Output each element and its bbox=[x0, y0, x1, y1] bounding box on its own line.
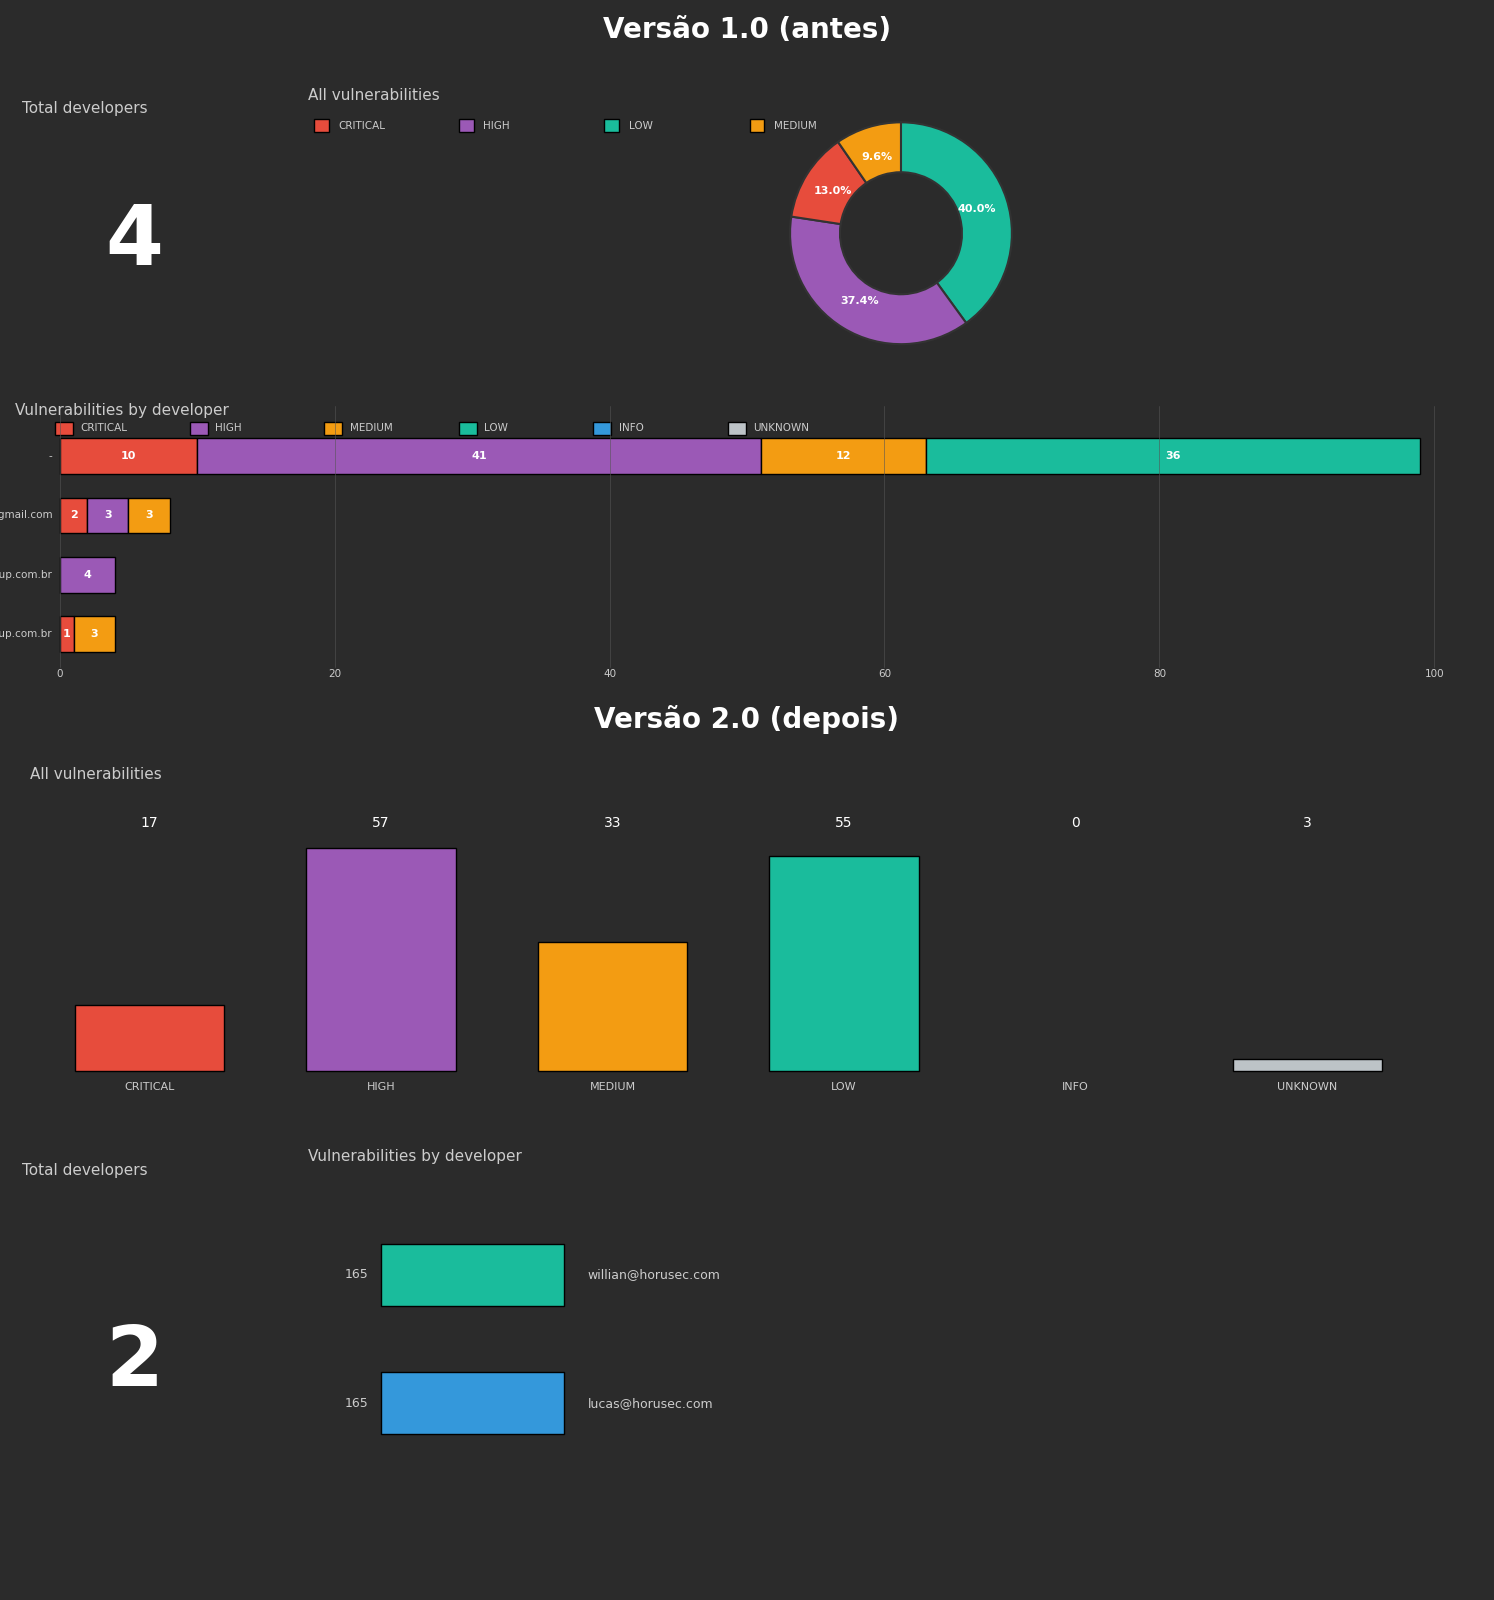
FancyBboxPatch shape bbox=[324, 422, 342, 435]
Text: HIGH: HIGH bbox=[215, 422, 242, 434]
Text: lucas@horusec.com: lucas@horusec.com bbox=[587, 1397, 714, 1410]
Text: All vulnerabilities: All vulnerabilities bbox=[308, 88, 439, 102]
FancyBboxPatch shape bbox=[73, 616, 115, 651]
Text: 33: 33 bbox=[604, 816, 622, 830]
Text: 17: 17 bbox=[140, 816, 158, 830]
Text: LOW: LOW bbox=[831, 1082, 858, 1093]
FancyBboxPatch shape bbox=[1233, 1059, 1382, 1070]
Text: INFO: INFO bbox=[1062, 1082, 1089, 1093]
Text: 1: 1 bbox=[63, 629, 70, 638]
Text: MEDIUM: MEDIUM bbox=[350, 422, 393, 434]
Text: 100: 100 bbox=[1424, 669, 1445, 678]
Text: Versão 1.0 (antes): Versão 1.0 (antes) bbox=[604, 16, 890, 43]
FancyBboxPatch shape bbox=[769, 856, 919, 1070]
FancyBboxPatch shape bbox=[128, 498, 170, 533]
Text: 0: 0 bbox=[57, 669, 63, 678]
Text: 60: 60 bbox=[878, 669, 890, 678]
Text: 20: 20 bbox=[329, 669, 341, 678]
Text: MEDIUM: MEDIUM bbox=[590, 1082, 635, 1093]
FancyBboxPatch shape bbox=[75, 1005, 224, 1070]
Text: 10: 10 bbox=[121, 451, 136, 461]
FancyBboxPatch shape bbox=[60, 498, 87, 533]
Text: -: - bbox=[48, 451, 52, 461]
Text: MEDIUM: MEDIUM bbox=[774, 120, 817, 131]
Text: 57: 57 bbox=[372, 816, 390, 830]
Text: CRITICAL: CRITICAL bbox=[338, 120, 385, 131]
Text: willian@zup.com.br: willian@zup.com.br bbox=[0, 629, 52, 638]
Text: 165: 165 bbox=[345, 1397, 369, 1410]
FancyBboxPatch shape bbox=[381, 1373, 563, 1434]
Text: 41: 41 bbox=[471, 451, 487, 461]
Text: 2: 2 bbox=[70, 510, 78, 520]
FancyBboxPatch shape bbox=[593, 422, 611, 435]
Text: 3: 3 bbox=[105, 510, 112, 520]
Text: 12: 12 bbox=[835, 451, 852, 461]
FancyBboxPatch shape bbox=[459, 118, 474, 133]
Text: UNKNOWN: UNKNOWN bbox=[1277, 1082, 1337, 1093]
Text: willian@horusec.com: willian@horusec.com bbox=[587, 1269, 720, 1282]
Text: INFO: INFO bbox=[619, 422, 644, 434]
Text: 3: 3 bbox=[145, 510, 152, 520]
Text: 165: 165 bbox=[345, 1269, 369, 1282]
Text: nathan@zup.com.br: nathan@zup.com.br bbox=[0, 570, 52, 579]
Text: HIGH: HIGH bbox=[484, 120, 509, 131]
Text: 3: 3 bbox=[90, 629, 99, 638]
FancyBboxPatch shape bbox=[459, 422, 477, 435]
Text: All vulnerabilities: All vulnerabilities bbox=[30, 766, 161, 782]
FancyBboxPatch shape bbox=[55, 422, 73, 435]
Text: 3: 3 bbox=[1303, 816, 1312, 830]
FancyBboxPatch shape bbox=[314, 118, 329, 133]
FancyBboxPatch shape bbox=[197, 438, 760, 474]
FancyBboxPatch shape bbox=[605, 118, 619, 133]
FancyBboxPatch shape bbox=[381, 1245, 563, 1306]
Text: HIGH: HIGH bbox=[366, 1082, 396, 1093]
Text: 0: 0 bbox=[1071, 816, 1080, 830]
Text: CRITICAL: CRITICAL bbox=[124, 1082, 175, 1093]
Text: LOW: LOW bbox=[629, 120, 653, 131]
FancyBboxPatch shape bbox=[306, 848, 456, 1070]
Text: 36: 36 bbox=[1165, 451, 1180, 461]
Text: 55: 55 bbox=[835, 816, 853, 830]
Text: 2: 2 bbox=[106, 1322, 163, 1403]
Text: 4: 4 bbox=[84, 570, 91, 579]
Text: Versão 2.0 (depois): Versão 2.0 (depois) bbox=[595, 706, 899, 734]
Text: UNKNOWN: UNKNOWN bbox=[753, 422, 808, 434]
FancyBboxPatch shape bbox=[60, 616, 73, 651]
FancyBboxPatch shape bbox=[60, 557, 115, 592]
Text: Vulnerabilities by developer: Vulnerabilities by developer bbox=[15, 403, 229, 418]
FancyBboxPatch shape bbox=[538, 942, 687, 1070]
FancyBboxPatch shape bbox=[60, 438, 197, 474]
Text: LOW: LOW bbox=[484, 422, 508, 434]
Text: CRITICAL: CRITICAL bbox=[81, 422, 127, 434]
FancyBboxPatch shape bbox=[760, 438, 926, 474]
Text: 80: 80 bbox=[1153, 669, 1165, 678]
Text: Total developers: Total developers bbox=[21, 1163, 146, 1179]
Text: 4: 4 bbox=[106, 202, 163, 282]
Text: lucasbrunoferreira@gmail.com: lucasbrunoferreira@gmail.com bbox=[0, 510, 52, 520]
FancyBboxPatch shape bbox=[926, 438, 1421, 474]
Text: Vulnerabilities by developer: Vulnerabilities by developer bbox=[308, 1149, 521, 1165]
FancyBboxPatch shape bbox=[87, 498, 128, 533]
Text: Total developers: Total developers bbox=[21, 101, 146, 117]
FancyBboxPatch shape bbox=[728, 422, 746, 435]
FancyBboxPatch shape bbox=[750, 118, 765, 133]
FancyBboxPatch shape bbox=[190, 422, 208, 435]
Text: 40: 40 bbox=[604, 669, 616, 678]
